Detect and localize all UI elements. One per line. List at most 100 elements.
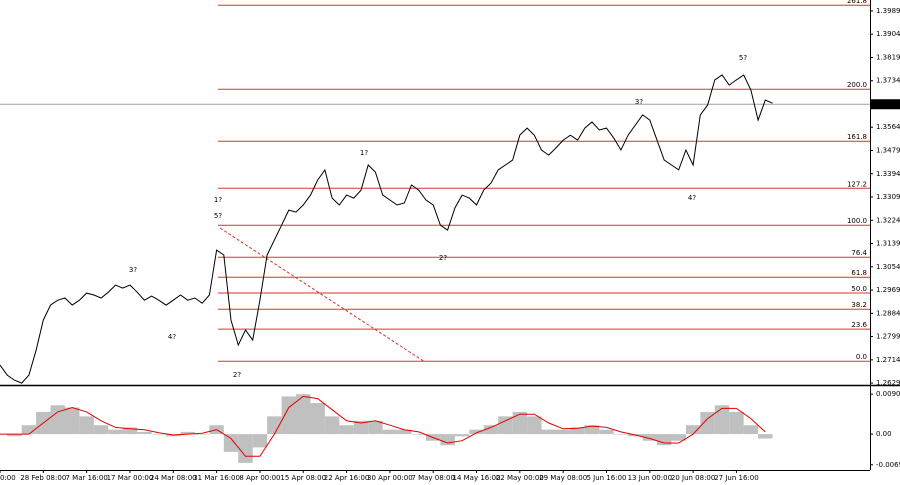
x-tick-label: 7 Mar 16:00	[65, 474, 107, 482]
histogram-bar	[555, 429, 571, 435]
fib-label: 50.0	[851, 285, 867, 293]
fib-label: 100.0	[847, 217, 867, 225]
histogram-bar	[238, 434, 253, 463]
histogram-bar	[613, 434, 629, 435]
y-tick-label: 1.3224	[876, 216, 900, 224]
wave-label: 5?	[739, 54, 747, 62]
histogram-bar	[64, 407, 80, 435]
histogram-bar	[108, 429, 123, 435]
wave-label: 5?	[214, 212, 222, 220]
last-price-label: 1.3648	[875, 100, 900, 108]
y-tick-label: 1.3564	[876, 123, 900, 131]
x-tick-label: 22 May 00:00	[496, 474, 544, 482]
fib-label: 38.2	[851, 301, 867, 309]
histogram-bar	[671, 434, 686, 441]
histogram-bar	[700, 411, 715, 435]
y-tick-label: 1.3054	[876, 263, 900, 271]
histogram-bar	[512, 411, 528, 435]
histogram-bar	[397, 429, 412, 435]
histogram-bar	[122, 427, 138, 435]
x-tick-label: 30 Apr 00:00	[367, 474, 413, 482]
y-tick-label: 1.2884	[876, 309, 900, 317]
histogram-bar	[93, 425, 109, 435]
y-tick-label: 1.3309	[876, 193, 900, 201]
wave-label: 4?	[688, 194, 696, 202]
trend-line	[219, 227, 426, 363]
histogram-bar	[50, 405, 65, 435]
x-tick-label: 24 Mar 08:00	[150, 474, 197, 482]
histogram-bar	[21, 425, 37, 435]
x-tick-label: 14 May 16:00	[453, 474, 501, 482]
wave-label: 2?	[233, 371, 241, 379]
histogram-bar	[758, 434, 773, 439]
last-price-box	[871, 99, 900, 110]
histogram-bar	[382, 429, 398, 435]
histogram-bar	[454, 434, 470, 437]
x-tick-label: 28 Feb 08:00	[20, 474, 66, 482]
y-tick-label: 1.2714	[876, 356, 900, 364]
histogram-bar	[252, 434, 268, 448]
x-tick-label: 15 Apr 08:00	[280, 474, 326, 482]
fib-label: 261.8	[847, 0, 867, 5]
price-line	[0, 74, 773, 384]
histogram-bar	[223, 434, 239, 452]
histogram-bar	[642, 434, 658, 441]
y-tick-label: 1.2969	[876, 286, 900, 294]
wave-label: 3?	[129, 266, 137, 274]
histogram-bar	[714, 405, 730, 435]
x-tick-label: 0:00	[0, 474, 16, 482]
histogram-bar	[483, 425, 499, 435]
histogram-bar	[310, 403, 325, 435]
x-tick-label: 31 Mar 16:00	[193, 474, 240, 482]
histogram-bar	[194, 434, 210, 435]
histogram-bar	[541, 429, 556, 435]
y-tick-label: 1.3139	[876, 240, 900, 248]
fib-label: 127.2	[847, 180, 867, 188]
histogram-bar	[498, 416, 513, 435]
y-tick-label: 1.2629	[876, 379, 900, 387]
histogram-bar	[743, 425, 759, 435]
wave-label: 2?	[439, 254, 447, 262]
y-tick-label: 1.3904	[876, 30, 900, 38]
fib-label: 76.4	[851, 249, 867, 257]
y-tick-label: 1.2799	[876, 333, 900, 341]
y-tick-label: 1.3989	[876, 7, 900, 15]
x-tick-label: 22 Apr 16:00	[324, 474, 370, 482]
x-tick-label: 29 May 08:00	[539, 474, 587, 482]
histogram-bar	[685, 425, 701, 435]
y-tick-label: -0.00692	[876, 461, 900, 469]
x-tick-label: 13 Jun 00:00	[628, 474, 672, 482]
histogram-bar	[180, 431, 195, 435]
wave-label: 4?	[168, 333, 176, 341]
y-tick-label: 1.3734	[876, 77, 900, 85]
histogram-bar	[599, 429, 614, 435]
histogram-bar	[440, 434, 455, 446]
histogram-bar	[151, 434, 167, 435]
histogram-bar	[324, 416, 340, 435]
wave-label: 1?	[360, 149, 368, 157]
histogram-bar	[469, 429, 484, 435]
y-tick-label: 1.3394	[876, 170, 900, 178]
fib-label: 23.6	[851, 321, 867, 329]
histogram-bar	[411, 434, 426, 435]
signal-line	[0, 395, 766, 457]
y-tick-label: 1.3479	[876, 146, 900, 154]
fib-label: 200.0	[847, 81, 867, 89]
wave-label: 1?	[214, 196, 222, 204]
x-tick-label: 27 Jun 16:00	[714, 474, 758, 482]
histogram-bar	[353, 420, 369, 435]
x-tick-label: 20 Jun 08:00	[671, 474, 715, 482]
histogram-bar	[296, 394, 311, 435]
fib-label: 0.0	[856, 353, 867, 361]
histogram-bar	[79, 416, 94, 435]
x-tick-label: 8 Apr 00:00	[239, 474, 280, 482]
histogram-bar	[7, 434, 22, 437]
histogram-bar	[527, 416, 542, 435]
y-tick-label: 0.00	[876, 430, 892, 438]
histogram-bar	[281, 396, 297, 435]
histogram-bar	[657, 434, 672, 446]
wave-label: 3?	[635, 98, 643, 106]
histogram-bar	[570, 427, 585, 435]
